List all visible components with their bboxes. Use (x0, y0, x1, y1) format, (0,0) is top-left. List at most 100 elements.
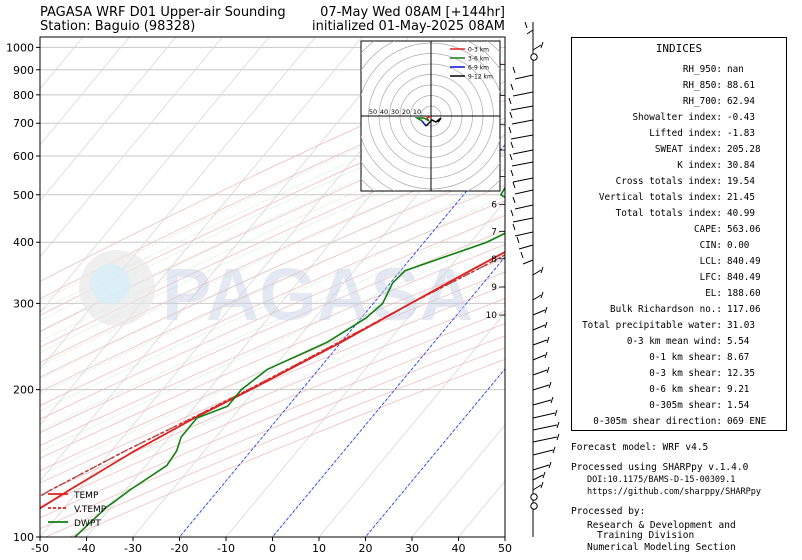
wind-barb-flag (544, 321, 548, 329)
index-label: RH_950: (682, 64, 722, 75)
calm-wind-icon (530, 493, 538, 501)
wind-barb (532, 354, 546, 361)
highlight-isotherm (179, 144, 505, 537)
index-value: 8.67 (727, 352, 750, 363)
index-value: 188.60 (727, 288, 761, 299)
org-line2: Training Division (597, 530, 695, 541)
dry-adiabat (40, 298, 505, 496)
wind-barb (526, 29, 534, 35)
dry-adiabat (40, 310, 505, 507)
isotherm-line (40, 37, 177, 202)
wind-barb (512, 177, 534, 183)
wind-barb (532, 309, 546, 316)
wind-barb-flag (544, 306, 548, 314)
moist-adiabat (40, 270, 505, 503)
wind-barb-flag (509, 111, 513, 119)
dry-adiabat (40, 229, 505, 434)
wind-barb-flag (524, 21, 528, 29)
wind-barb (532, 384, 550, 391)
index-value: 31.03 (727, 320, 755, 331)
index-value: 1.54 (727, 400, 750, 411)
title-right-line1: 07-May Wed 08AM [+144hr] (320, 5, 505, 20)
y-tick-label: 500 (13, 189, 34, 202)
wind-barb-flag (520, 251, 524, 259)
index-label: SWEAT index: (654, 144, 722, 155)
index-value: 840.49 (727, 272, 761, 283)
index-label: EL: (705, 288, 722, 299)
index-value: 40.99 (727, 208, 755, 219)
y-tick-label: 900 (13, 64, 34, 77)
hodograph-legend-label: 0-3 km (468, 47, 489, 54)
wind-barb-flag (508, 126, 512, 134)
pagasa-watermark: PAGASA (79, 250, 473, 336)
watermark-logo-inner-icon (90, 264, 130, 304)
dry-adiabat (40, 200, 505, 407)
x-tick-label: 30 (405, 542, 419, 555)
wind-barb (532, 294, 542, 301)
x-tick-label: -40 (78, 542, 96, 555)
wind-barb (532, 449, 554, 456)
index-label: 0-3 km shear: (649, 368, 722, 379)
dry-adiabat (40, 168, 505, 378)
wind-barb-flag (512, 66, 516, 74)
wind-barb (532, 412, 556, 419)
temp-trace (40, 250, 505, 510)
index-label: 0-305m shear direction: (593, 416, 722, 427)
title-left-line1: PAGASA WRF D01 Upper-air Sounding (40, 5, 286, 20)
x-tick-label: -20 (171, 542, 189, 555)
index-value: 19.54 (727, 176, 755, 187)
isotherm-line (40, 37, 409, 482)
x-tick-label: 40 (452, 542, 466, 555)
index-label: CAPE: (694, 224, 722, 235)
index-label: Total precipitable water: (582, 320, 722, 331)
x-tick-label: -10 (217, 542, 235, 555)
highlight-isotherm (272, 256, 505, 537)
wind-barb-flag (556, 433, 560, 441)
height-label: 8 (491, 255, 497, 265)
hodograph-legend-label: 6-9 km (468, 65, 489, 72)
wind-barb (510, 105, 534, 111)
wind-barb-flag (548, 381, 552, 389)
index-value: 0.00 (727, 240, 750, 251)
wind-barb-flag (556, 421, 560, 429)
indices-panel: INDICES RH_950: nan RH_850: 88.61 RH_700: 62.… (571, 37, 787, 431)
hodograph-ring-label: 20 (402, 108, 410, 116)
hodograph-legend-label: 9-12 km (468, 74, 493, 81)
processed-by-note: Processed by: (571, 506, 646, 517)
wind-barb (510, 134, 534, 140)
moist-adiabat (40, 82, 505, 302)
title-left-line2: Station: Baguio (98328) (40, 19, 196, 34)
wind-barb (511, 119, 534, 125)
wind-barb (532, 324, 546, 331)
wind-barb-flag (546, 336, 550, 344)
wind-barb (532, 339, 548, 346)
wind-barb-flag (540, 291, 544, 299)
wind-barb (532, 424, 558, 431)
hodograph-inner (361, 41, 500, 191)
wind-barb-flag (512, 181, 516, 189)
index-label: CIN: (699, 240, 722, 251)
index-label: Cross totals index: (615, 176, 722, 187)
y-tick-label: 200 (13, 384, 34, 397)
github-link[interactable]: https://github.com/sharppy/SHARPpy (587, 487, 761, 497)
legend-label: V.TEMP (74, 505, 107, 515)
wind-barb (514, 231, 534, 237)
y-tick-label: 1000 (6, 41, 34, 54)
index-label: LFC: (699, 272, 722, 283)
hodo-trace-9-12km (425, 117, 442, 127)
index-value: 12.35 (727, 368, 755, 379)
wind-barb (532, 399, 552, 406)
org-line1: Research & Development and (587, 520, 736, 531)
isotherm-line (40, 37, 270, 314)
dry-adiabat (40, 184, 505, 392)
wind-barb (532, 369, 548, 376)
x-tick-label: 10 (312, 542, 326, 555)
y-tick-label: 100 (13, 531, 34, 544)
index-value: 117.06 (727, 304, 761, 315)
wind-barb (512, 217, 534, 223)
dry-adiabat (40, 323, 505, 519)
x-tick-label: -50 (31, 542, 49, 555)
wind-barb (514, 74, 534, 80)
index-label: Vertical totals index: (598, 192, 722, 203)
wind-barb (532, 484, 542, 491)
